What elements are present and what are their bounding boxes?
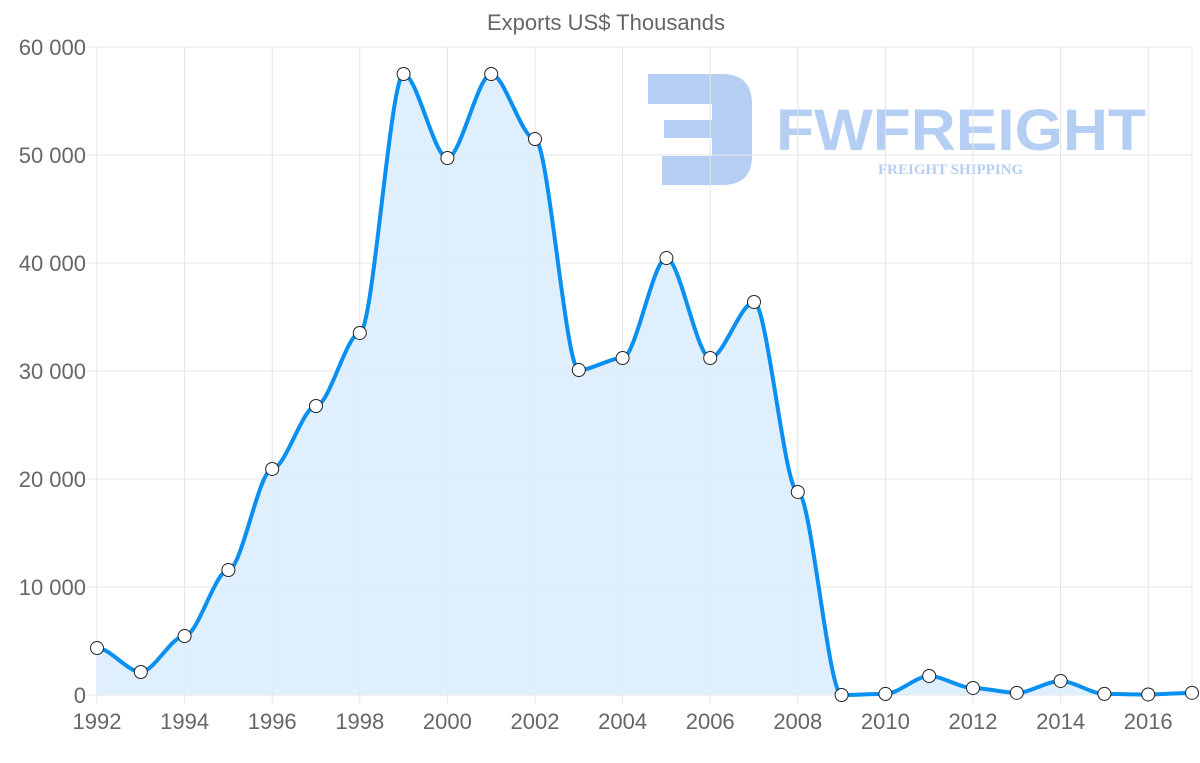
- x-tick-label: 2004: [598, 709, 647, 734]
- x-tick-label: 1998: [335, 709, 384, 734]
- x-tick-label: 2002: [511, 709, 560, 734]
- x-tick-label: 1992: [73, 709, 122, 734]
- x-tick-label: 2012: [949, 709, 998, 734]
- fwfreight-watermark-logo: FWFREIGHT FREIGHT SHIPPING: [648, 74, 1146, 185]
- data-point[interactable]: 2003: 30090: [571, 363, 586, 378]
- data-point[interactable]: 1997: 26760: [309, 398, 323, 413]
- data-point[interactable]: 1996: 20930: [265, 461, 280, 476]
- x-tick-label: 2016: [1124, 709, 1173, 734]
- y-tick-label: 50 000: [19, 143, 86, 168]
- svg-text:FREIGHT SHIPPING: FREIGHT SHIPPING: [878, 162, 1023, 178]
- data-point[interactable]: 2002: 51480: [528, 132, 542, 147]
- data-point[interactable]: 2013: 200: [1009, 685, 1024, 700]
- x-tick-label: 1994: [160, 709, 209, 734]
- chart-title: Exports US$ Thousands: [487, 10, 725, 35]
- data-point[interactable]: 1995: 11570: [221, 563, 236, 578]
- x-tick-label: 2010: [861, 709, 910, 734]
- data-point[interactable]: 2017: 200: [1185, 685, 1199, 700]
- y-tick-label: 10 000: [19, 575, 86, 600]
- data-point[interactable]: 1998: 33520: [352, 325, 367, 340]
- x-tick-label: 2006: [686, 709, 735, 734]
- data-point[interactable]: 2006: 31200: [703, 351, 718, 366]
- data-point[interactable]: 2005: 40460: [659, 251, 674, 266]
- data-point[interactable]: 2000: 49720: [440, 151, 455, 166]
- data-point[interactable]: 1999: 57500: [396, 67, 411, 81]
- data-point[interactable]: 2010: 100: [878, 686, 893, 701]
- data-point[interactable]: 2015: 100: [1097, 686, 1112, 701]
- logo-mark-icon: [648, 74, 752, 185]
- data-point[interactable]: 2001: 57500: [484, 67, 499, 81]
- data-point[interactable]: 1994: 5460: [177, 629, 192, 644]
- data-point[interactable]: 2009: 0: [834, 688, 849, 702]
- data-point[interactable]: 2008: 18800: [790, 484, 805, 499]
- x-tick-label: 2014: [1036, 709, 1085, 734]
- y-tick-label: 20 000: [19, 467, 86, 492]
- series-area-fill: [97, 74, 1192, 695]
- y-tick-label: 30 000: [19, 359, 86, 384]
- y-tick-label: 0: [74, 683, 86, 708]
- x-tick-label: 2008: [773, 709, 822, 734]
- data-point[interactable]: 2016: 50: [1141, 687, 1156, 702]
- data-point[interactable]: 1993: 2130: [133, 664, 148, 679]
- data-point[interactable]: 1992: 4350: [90, 641, 104, 656]
- data-point[interactable]: 2004: 31200: [615, 351, 630, 366]
- y-tick-label: 60 000: [19, 35, 86, 60]
- data-point[interactable]: 2007: 36390: [747, 294, 761, 309]
- x-tick-label: 1996: [248, 709, 297, 734]
- data-point[interactable]: 2012: 650: [966, 680, 980, 695]
- x-tick-label: 2000: [423, 709, 472, 734]
- svg-text:FWFREIGHT: FWFREIGHT: [776, 98, 1146, 163]
- data-point[interactable]: 2014: 1300: [1053, 673, 1068, 688]
- data-point[interactable]: 2011: 1760: [922, 668, 937, 683]
- y-tick-label: 40 000: [19, 251, 86, 276]
